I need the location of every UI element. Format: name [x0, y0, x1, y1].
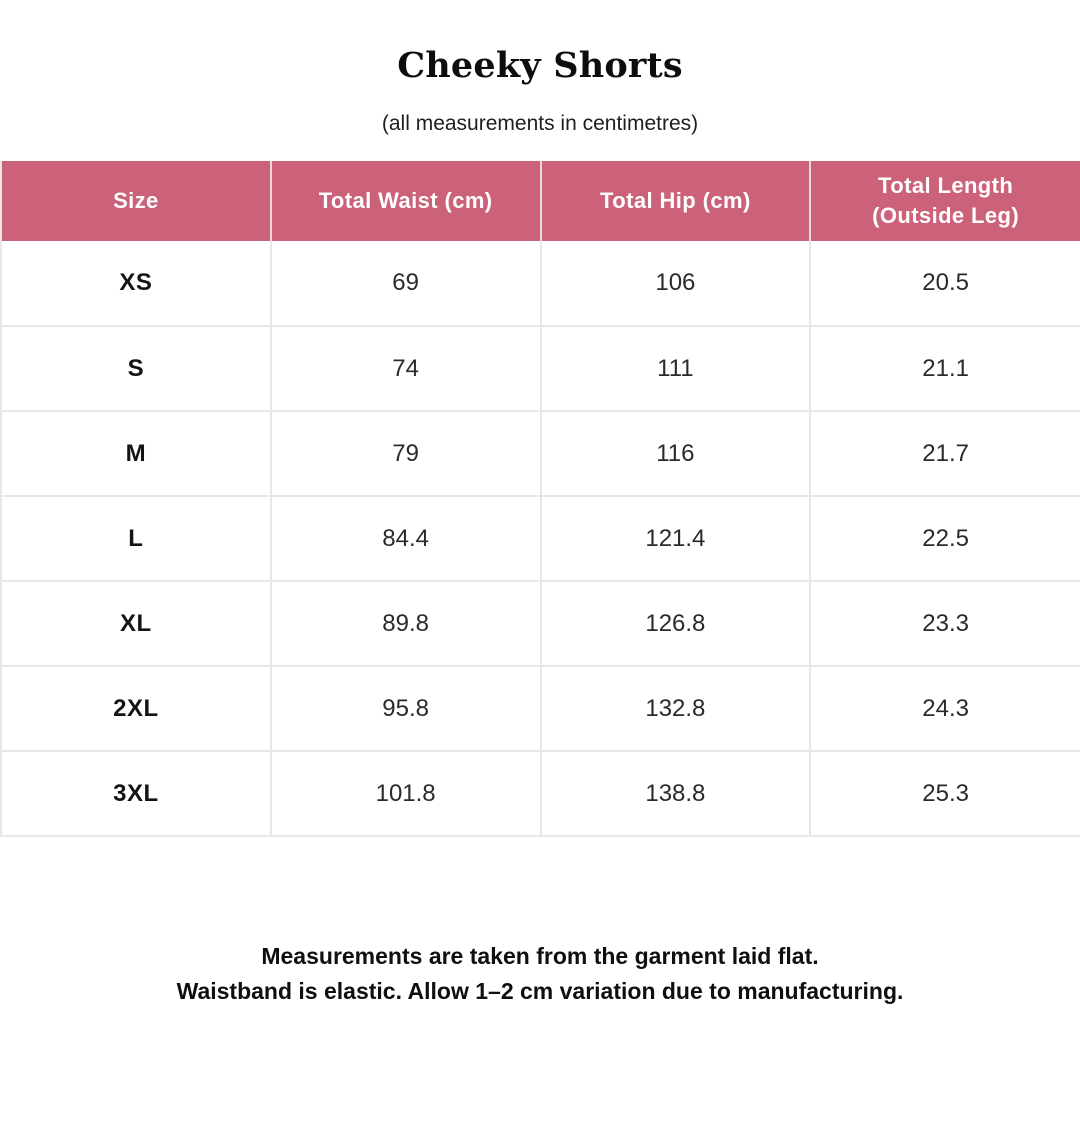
page-subtitle: (all measurements in centimetres) — [381, 112, 699, 135]
length-cell: 20.5 — [809, 241, 1080, 326]
length-cell: 24.3 — [809, 665, 1080, 751]
page-title: Cheeky Shorts — [397, 45, 683, 86]
hip-cell: 138.8 — [539, 750, 811, 836]
size-cell: XL — [1, 580, 271, 666]
size-cell: M — [1, 410, 271, 496]
footnote: Measurements are taken from the garment … — [0, 939, 1080, 1009]
length-cell: 22.5 — [809, 495, 1080, 581]
hip-cell: 126.8 — [539, 580, 811, 666]
table-row-m: M 79 116 21.7 — [1, 410, 1080, 496]
table-row-l: L 84.4 121.4 22.5 — [1, 495, 1080, 581]
length-cell: 23.3 — [809, 580, 1080, 666]
waist-cell: 69 — [269, 241, 541, 326]
table-body: XS 69 106 20.5 S 74 111 21.1 M 79 116 21… — [1, 241, 1080, 836]
hip-cell: 132.8 — [539, 665, 811, 751]
size-cell: 3XL — [1, 750, 271, 836]
size-cell: XS — [1, 241, 271, 326]
size-cell: S — [1, 325, 271, 411]
hip-cell: 116 — [539, 410, 811, 496]
table-row-xs: XS 69 106 20.5 — [1, 241, 1080, 326]
column-header-size: Size — [1, 161, 271, 241]
table-row-xl: XL 89.8 126.8 23.3 — [1, 580, 1080, 666]
waist-cell: 101.8 — [269, 750, 541, 836]
column-header-total-length: Total Length (Outside Leg) — [809, 161, 1080, 241]
size-cell: L — [1, 495, 271, 581]
size-chart-page: Cheeky Shorts (all measurements in centi… — [0, 48, 1080, 1009]
table-row-s: S 74 111 21.1 — [1, 325, 1080, 411]
column-header-total-waist: Total Waist (cm) — [269, 161, 541, 241]
table-header-row: Size Total Waist (cm) Total Hip (cm) Tot… — [1, 161, 1080, 241]
hip-cell: 121.4 — [539, 495, 811, 581]
table-row-2xl: 2XL 95.8 132.8 24.3 — [1, 665, 1080, 751]
hip-cell: 111 — [539, 325, 811, 411]
size-cell: 2XL — [1, 665, 271, 751]
size-chart-table: Size Total Waist (cm) Total Hip (cm) Tot… — [0, 161, 1080, 837]
column-header-total-hip: Total Hip (cm) — [539, 161, 811, 241]
table-row-3xl: 3XL 101.8 138.8 25.3 — [1, 750, 1080, 836]
waist-cell: 74 — [269, 325, 541, 411]
footnote-line-2: Waistband is elastic. Allow 1–2 cm varia… — [176, 978, 904, 1004]
waist-cell: 84.4 — [269, 495, 541, 581]
waist-cell: 89.8 — [269, 580, 541, 666]
length-cell: 25.3 — [809, 750, 1080, 836]
table-header: Size Total Waist (cm) Total Hip (cm) Tot… — [1, 161, 1080, 241]
hip-cell: 106 — [539, 241, 811, 326]
length-cell: 21.1 — [809, 325, 1080, 411]
footnote-line-1: Measurements are taken from the garment … — [261, 943, 819, 969]
waist-cell: 95.8 — [269, 665, 541, 751]
waist-cell: 79 — [269, 410, 541, 496]
length-cell: 21.7 — [809, 410, 1080, 496]
